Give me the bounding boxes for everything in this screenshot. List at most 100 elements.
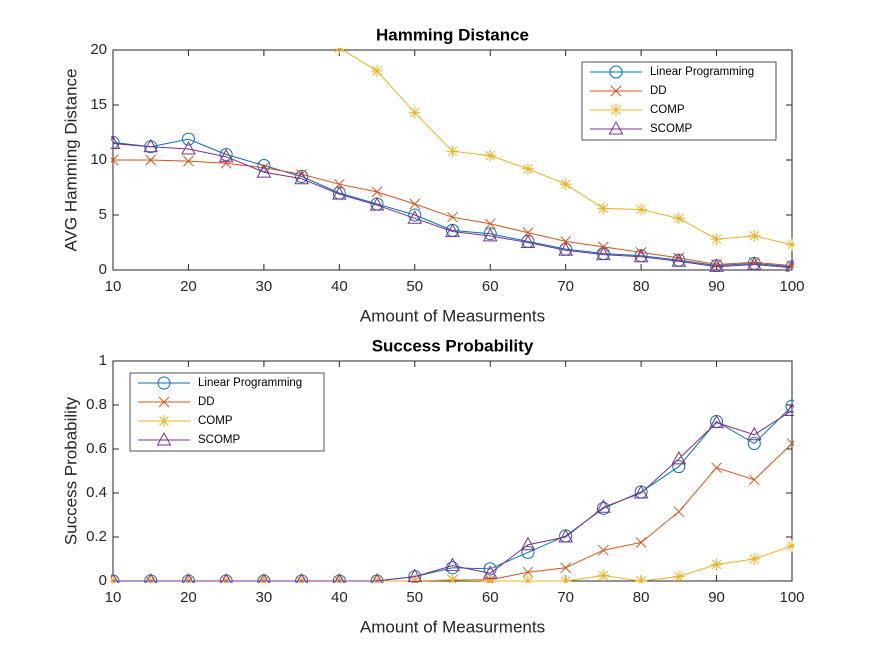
- marker: [597, 202, 610, 215]
- y-tick-label: 0: [99, 572, 107, 589]
- marker: [256, 164, 272, 178]
- x-tick-label: 100: [779, 589, 804, 606]
- y-tick-label: 1: [99, 352, 107, 369]
- y-tick-label: 0.6: [86, 440, 107, 457]
- marker: [596, 499, 611, 513]
- marker: [672, 212, 685, 225]
- marker: [598, 544, 609, 556]
- marker: [709, 414, 724, 429]
- marker: [111, 135, 121, 149]
- marker: [558, 528, 574, 543]
- marker: [596, 246, 611, 261]
- x-tick-label: 90: [708, 589, 725, 606]
- marker: [521, 545, 535, 559]
- x-tick-label: 50: [406, 589, 423, 606]
- marker: [521, 162, 534, 175]
- chart-title: Success Probability: [372, 336, 534, 355]
- marker: [220, 157, 232, 169]
- legend-marker: [608, 120, 624, 135]
- marker: [331, 186, 347, 200]
- marker: [409, 198, 421, 210]
- marker: [333, 178, 345, 190]
- marker: [672, 570, 685, 583]
- legend-label: DD: [650, 85, 667, 97]
- marker: [220, 572, 232, 583]
- marker: [746, 256, 762, 270]
- marker: [408, 106, 421, 119]
- marker: [522, 566, 534, 578]
- marker: [484, 575, 497, 583]
- marker: [371, 186, 383, 198]
- marker: [520, 536, 536, 551]
- marker: [748, 229, 761, 242]
- x-axis-label: Amount of Measurments: [360, 306, 545, 325]
- x-tick-label: 70: [557, 589, 574, 606]
- x-tick-label: 60: [482, 589, 499, 606]
- y-tick-label: 15: [90, 96, 107, 113]
- marker: [711, 462, 722, 474]
- marker: [786, 238, 794, 251]
- marker: [521, 575, 534, 583]
- marker: [258, 572, 270, 583]
- series-line: [112, 138, 793, 268]
- legend-label: SCOMP: [198, 434, 241, 446]
- marker: [482, 565, 498, 579]
- marker: [296, 572, 308, 583]
- marker: [219, 148, 233, 161]
- marker: [671, 253, 687, 267]
- x-tick-label: 40: [331, 278, 348, 295]
- marker: [746, 426, 762, 441]
- marker: [786, 260, 794, 271]
- marker: [445, 223, 460, 237]
- legend-box: [129, 372, 325, 452]
- x-tick-label: 100: [779, 278, 804, 295]
- legend-label: Linear Programming: [650, 66, 754, 78]
- x-axis-label: Amount of Measurments: [360, 617, 545, 636]
- marker: [143, 138, 159, 153]
- legend-label: Linear Programming: [198, 377, 302, 389]
- legend-marker: [610, 85, 622, 97]
- marker: [671, 450, 687, 465]
- marker: [181, 132, 195, 146]
- x-tick-label: 10: [105, 589, 122, 606]
- marker: [558, 242, 574, 256]
- marker: [522, 227, 534, 238]
- legend-marker: [610, 104, 622, 116]
- legend-marker: [157, 376, 171, 390]
- marker: [784, 402, 794, 416]
- plot-layer: [111, 48, 794, 272]
- chart-title: Hamming Distance: [376, 25, 529, 44]
- y-axis-label: Success Probability: [61, 396, 80, 545]
- marker: [597, 569, 610, 582]
- legend-box: [581, 61, 777, 141]
- marker: [711, 259, 722, 270]
- marker: [446, 145, 459, 158]
- legend-label: COMP: [650, 104, 685, 116]
- marker: [181, 140, 196, 155]
- marker: [633, 484, 649, 499]
- x-tick-label: 80: [633, 278, 650, 295]
- x-tick-label: 70: [557, 278, 574, 295]
- marker: [218, 148, 234, 163]
- y-tick-label: 0: [99, 261, 107, 278]
- legend-label: SCOMP: [650, 123, 693, 135]
- marker: [257, 159, 271, 172]
- marker: [408, 208, 422, 222]
- marker: [635, 575, 648, 583]
- legend-label: COMP: [198, 415, 233, 427]
- legend-marker: [158, 396, 170, 408]
- marker: [295, 170, 309, 183]
- legend-marker: [158, 415, 170, 427]
- marker: [520, 234, 536, 248]
- marker: [484, 218, 496, 230]
- x-tick-label: 20: [180, 589, 197, 606]
- marker: [445, 557, 460, 572]
- marker: [447, 211, 458, 223]
- marker: [446, 573, 459, 583]
- marker: [709, 258, 724, 272]
- marker: [635, 537, 647, 548]
- marker: [333, 48, 346, 54]
- legend-label: DD: [198, 396, 215, 408]
- marker: [786, 539, 794, 552]
